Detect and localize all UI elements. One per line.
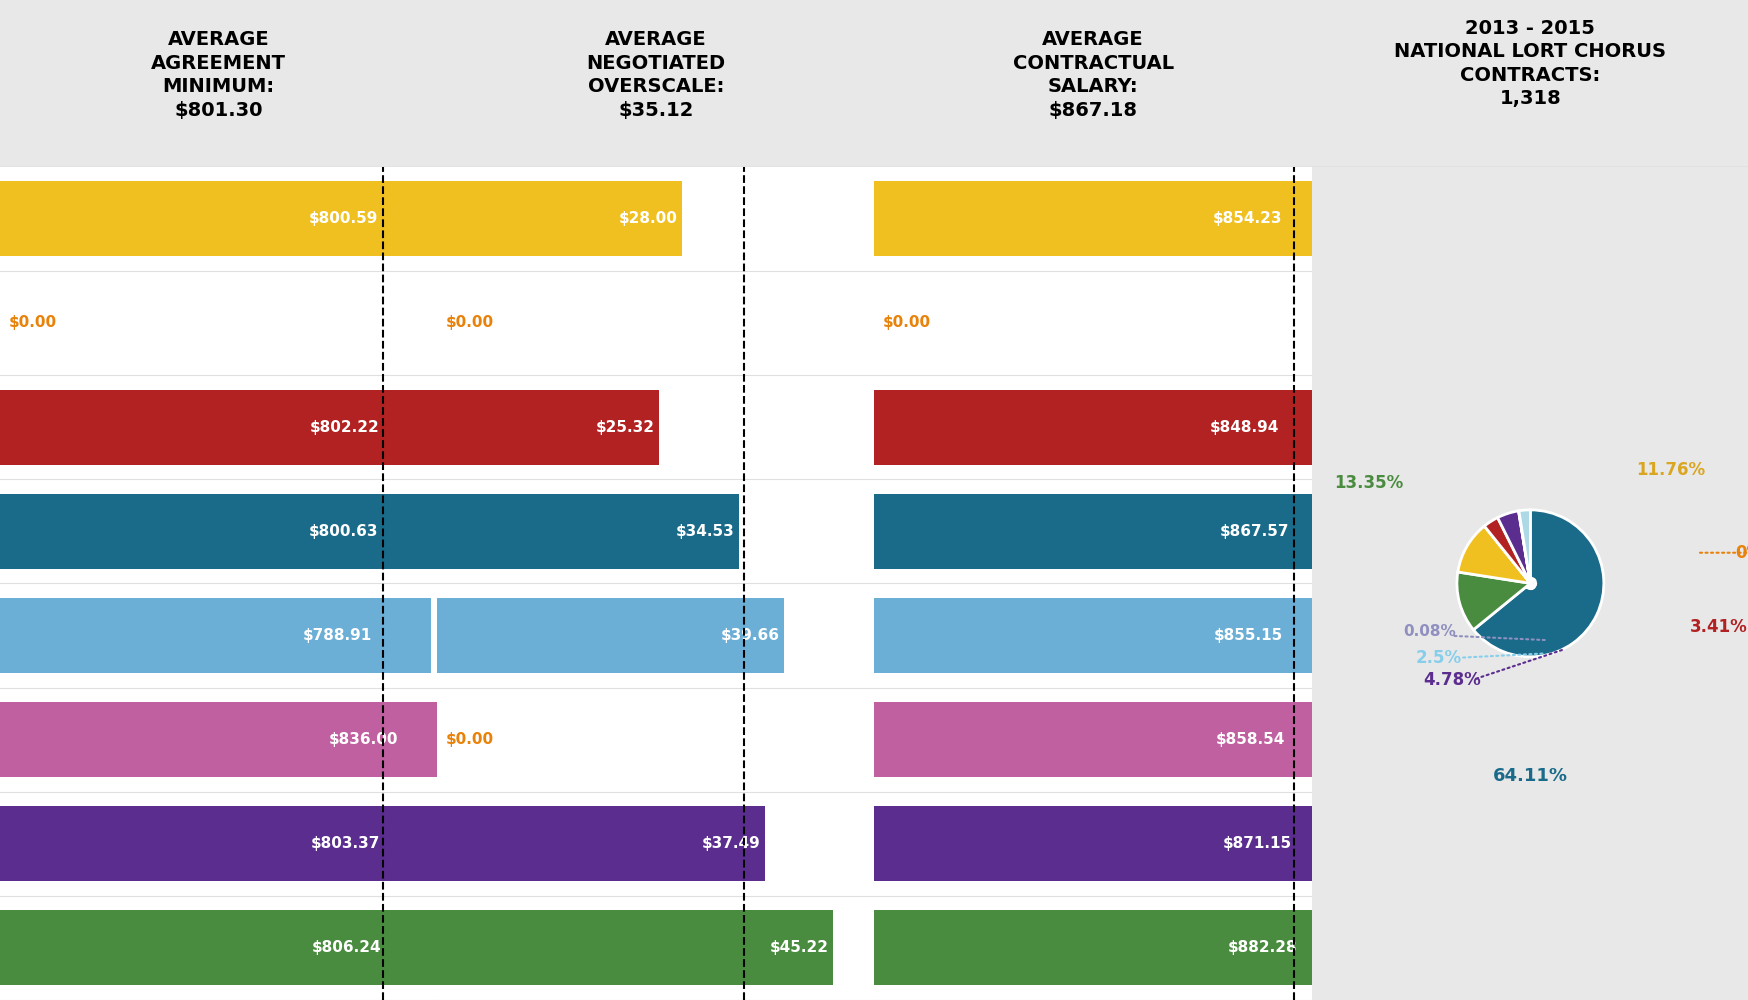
Bar <box>874 806 1349 881</box>
Wedge shape <box>1472 510 1603 657</box>
Text: 2.5%: 2.5% <box>1414 649 1461 667</box>
Wedge shape <box>1517 510 1530 589</box>
Wedge shape <box>1496 511 1531 589</box>
Text: $803.37: $803.37 <box>311 836 379 851</box>
Bar <box>874 702 1342 777</box>
Text: $788.91: $788.91 <box>302 628 372 643</box>
Text: $855.15: $855.15 <box>1213 628 1281 643</box>
Text: $39.66: $39.66 <box>720 628 780 643</box>
Wedge shape <box>1458 526 1535 587</box>
Text: 2013 - 2015
NATIONAL LORT CHORUS
CONTRACTS:
1,318: 2013 - 2015 NATIONAL LORT CHORUS CONTRAC… <box>1393 19 1666 108</box>
Text: $45.22: $45.22 <box>769 940 829 955</box>
Bar <box>437 390 659 465</box>
Bar <box>0 181 437 256</box>
Text: $848.94: $848.94 <box>1210 420 1280 435</box>
Bar <box>0 390 439 465</box>
Text: 0.08%: 0.08% <box>1402 624 1456 639</box>
Text: $802.22: $802.22 <box>309 420 379 435</box>
Text: AVERAGE
AGREEMENT
MINIMUM:
$801.30: AVERAGE AGREEMENT MINIMUM: $801.30 <box>150 30 287 120</box>
Text: $800.59: $800.59 <box>309 211 378 226</box>
Bar <box>874 181 1341 256</box>
Bar <box>437 806 764 881</box>
Bar <box>874 910 1356 985</box>
Text: 3.41%: 3.41% <box>1689 618 1746 636</box>
Text: $800.63: $800.63 <box>309 524 378 539</box>
Text: AVERAGE
CONTRACTUAL
SALARY:
$867.18: AVERAGE CONTRACTUAL SALARY: $867.18 <box>1012 30 1173 120</box>
Bar <box>0 598 432 673</box>
Bar <box>0 806 439 881</box>
Wedge shape <box>1517 511 1530 589</box>
Bar <box>874 390 1337 465</box>
Bar <box>874 598 1341 673</box>
Bar <box>437 910 832 985</box>
Text: $858.54: $858.54 <box>1215 732 1285 747</box>
Text: 0%: 0% <box>1734 544 1748 562</box>
Text: $0.00: $0.00 <box>446 315 495 330</box>
Text: $0.00: $0.00 <box>883 315 932 330</box>
Text: 11.76%: 11.76% <box>1634 461 1704 479</box>
Bar <box>0 494 437 569</box>
Bar <box>0 702 456 777</box>
Text: 4.78%: 4.78% <box>1421 671 1481 689</box>
Text: $836.00: $836.00 <box>329 732 399 747</box>
Wedge shape <box>1484 526 1533 587</box>
Text: $28.00: $28.00 <box>619 211 678 226</box>
Text: $34.53: $34.53 <box>676 524 734 539</box>
Text: $806.24: $806.24 <box>311 940 381 955</box>
Bar <box>874 494 1348 569</box>
Wedge shape <box>1456 572 1535 630</box>
Text: $0.00: $0.00 <box>446 732 495 747</box>
Text: $854.23: $854.23 <box>1211 211 1281 226</box>
Text: $867.57: $867.57 <box>1220 524 1288 539</box>
Bar <box>437 494 739 569</box>
Text: 13.35%: 13.35% <box>1334 474 1402 492</box>
Bar <box>0 910 440 985</box>
Bar <box>437 598 783 673</box>
Text: $37.49: $37.49 <box>701 836 760 851</box>
Text: 64.11%: 64.11% <box>1493 767 1566 785</box>
Text: AVERAGE
NEGOTIATED
OVERSCALE:
$35.12: AVERAGE NEGOTIATED OVERSCALE: $35.12 <box>586 30 725 120</box>
Wedge shape <box>1484 518 1533 588</box>
Text: $882.28: $882.28 <box>1227 940 1297 955</box>
Text: $0.00: $0.00 <box>9 315 58 330</box>
Text: $25.32: $25.32 <box>594 420 654 435</box>
Text: $871.15: $871.15 <box>1222 836 1290 851</box>
Bar <box>437 181 682 256</box>
